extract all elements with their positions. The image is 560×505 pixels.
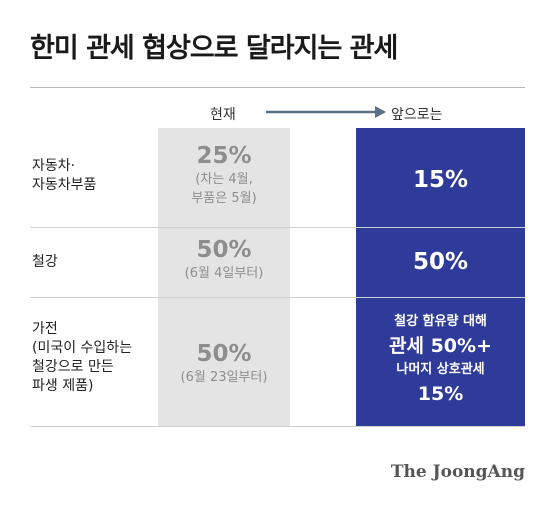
row-label-line: 자동차부품 (32, 177, 97, 193)
publisher-logo: The JoongAng (390, 462, 525, 482)
page-title: 한미 관세 협상으로 달라지는 관세 (30, 33, 398, 64)
row-label-appliance: 가전 (미국이 수입하는 철강으로 만든 파생 제품) (32, 320, 132, 396)
arrow-right-icon (266, 106, 386, 118)
future-line: 철강 함유량 대해 (394, 314, 487, 329)
row-label-line: 가전 (32, 321, 58, 337)
future-value: 15% (412, 167, 469, 193)
row-label-line: (미국이 수입하는 (32, 340, 133, 356)
row-divider (30, 297, 525, 298)
row-label-line: 자동차· (32, 158, 76, 174)
row-divider (30, 426, 525, 427)
future-value: 50% (412, 249, 469, 275)
future-cell-auto: 15% (356, 166, 525, 194)
future-line: 관세 50%+ (389, 335, 492, 357)
current-cell-steel: 50% (6월 4일부터) (158, 236, 290, 283)
future-line: 15% (417, 383, 464, 405)
current-cell-appliance: 50% (6월 23일부터) (158, 340, 290, 387)
row-label-line: 파생 제품) (32, 378, 94, 394)
header-current: 현재 (210, 107, 236, 123)
current-note: (6월 4일부터) (184, 266, 264, 281)
row-label-line: 철강으로 만든 (32, 359, 114, 375)
future-line: 나머지 상호관세 (396, 362, 485, 377)
current-note: (6월 23일부터) (180, 370, 268, 385)
current-column-background (158, 128, 290, 426)
future-cell-appliance: 철강 함유량 대해 관세 50%+ 나머지 상호관세 15% (356, 310, 525, 406)
row-divider (30, 227, 525, 228)
current-cell-auto: 25% (차는 4월, 부품은 5월) (158, 142, 290, 208)
future-cell-steel: 50% (356, 248, 525, 276)
current-value: 50% (196, 237, 252, 263)
future-column-background (356, 128, 525, 426)
row-label-steel: 철강 (32, 253, 58, 272)
row-label-line: 철강 (32, 254, 58, 270)
current-value: 25% (196, 143, 252, 169)
header-future: 앞으로는 (391, 107, 443, 123)
row-label-auto: 자동차· 자동차부품 (32, 157, 96, 195)
current-note: (차는 4월, (195, 172, 253, 187)
current-value: 50% (196, 341, 252, 367)
current-note: 부품은 5월) (191, 191, 257, 206)
title-divider (30, 87, 525, 88)
